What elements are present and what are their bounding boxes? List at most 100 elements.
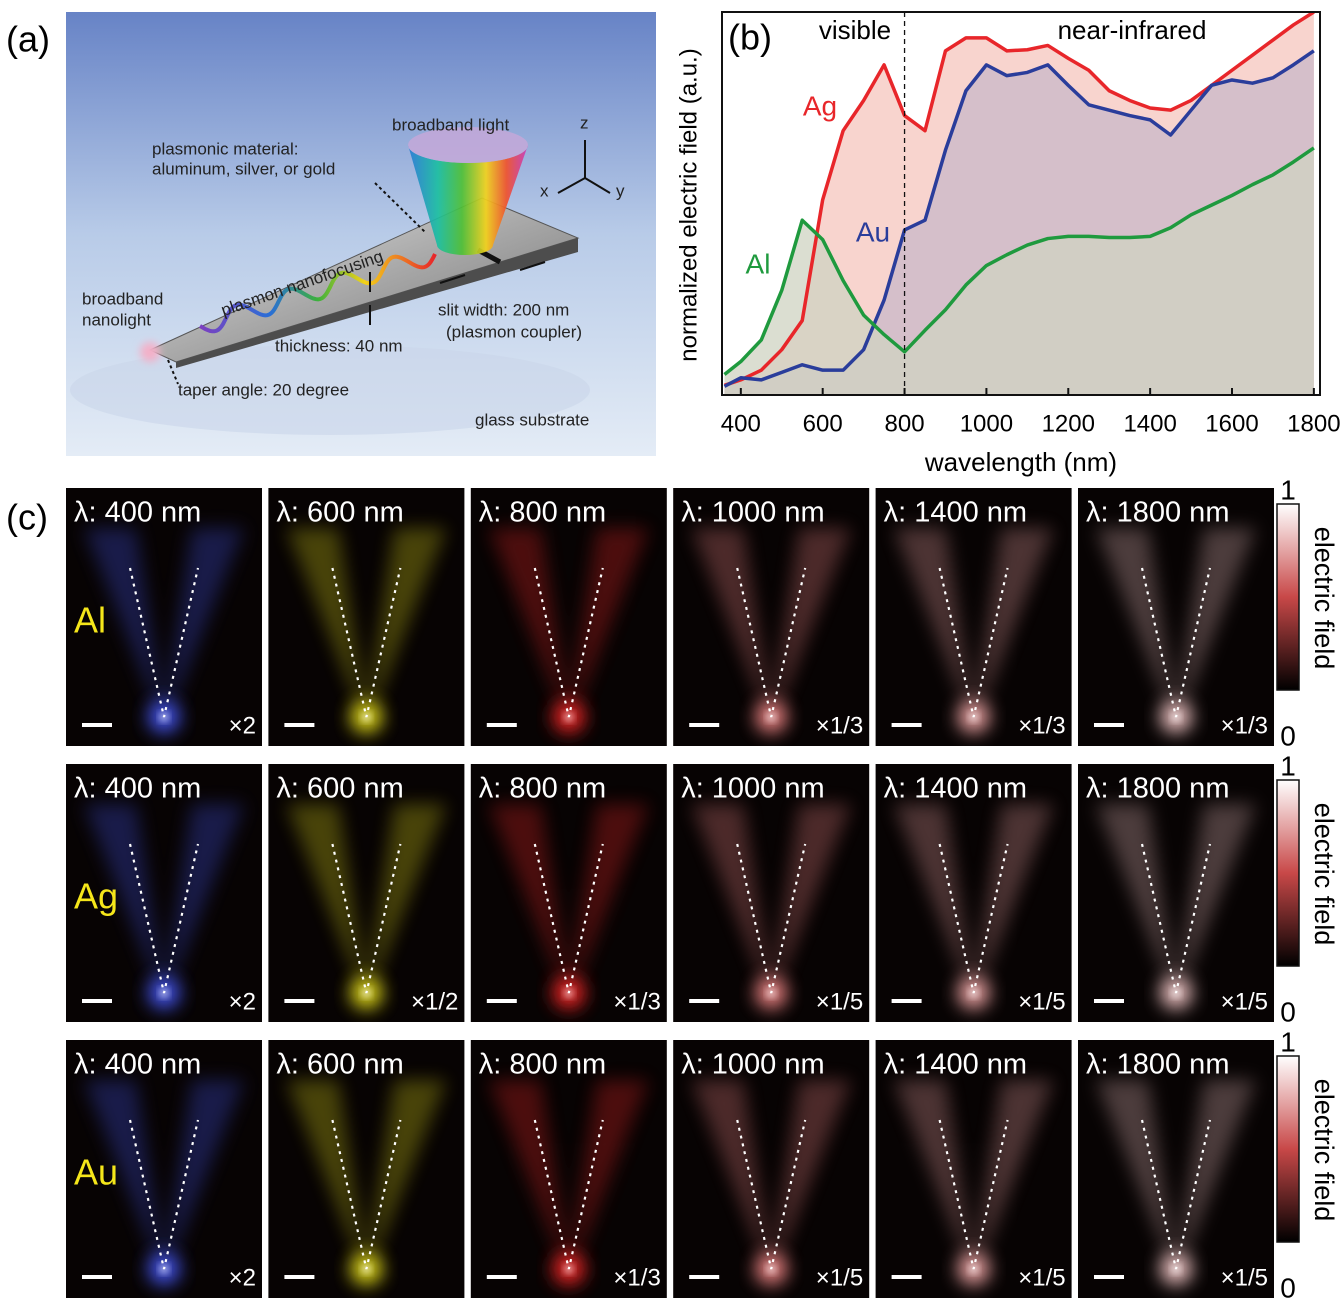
light-cone bbox=[408, 145, 528, 255]
annotation: near-infrared bbox=[1058, 15, 1207, 45]
colorbar-tick-label: 0 bbox=[1280, 720, 1296, 751]
field-map: λ: 1000 nm ×1/3 bbox=[673, 488, 870, 746]
annotation: aluminum, silver, or gold bbox=[152, 159, 335, 178]
tip-outline bbox=[331, 567, 402, 718]
row-label: Au bbox=[74, 1152, 118, 1193]
substrate bbox=[70, 345, 590, 435]
row-label: Ag bbox=[74, 876, 118, 917]
scale-factor: ×1/3 bbox=[613, 1264, 660, 1291]
scale-bar bbox=[891, 723, 922, 727]
colorbar bbox=[1276, 1055, 1300, 1243]
wavelength-label: λ: 1000 nm bbox=[681, 497, 824, 529]
cone-top bbox=[408, 127, 528, 163]
scale-bar bbox=[486, 1275, 517, 1279]
scale-factor: ×2 bbox=[229, 1264, 256, 1291]
tip-outline bbox=[331, 843, 402, 994]
x-tick-label: 1400 bbox=[1123, 410, 1176, 437]
annotation: taper angle: 20 degree bbox=[178, 380, 349, 399]
scale-factor: ×1/3 bbox=[1018, 712, 1065, 739]
x-tick-label: 800 bbox=[885, 410, 925, 437]
edge-glow bbox=[893, 1080, 1054, 1279]
scale-bar bbox=[486, 723, 517, 727]
scale-factor: ×1/3 bbox=[1221, 712, 1268, 739]
tip-outline bbox=[128, 843, 200, 994]
edge-glow bbox=[1096, 528, 1256, 727]
scale-bar bbox=[1094, 1275, 1124, 1279]
field-map: λ: 1800 nm ×1/3 bbox=[1078, 488, 1274, 746]
map-content bbox=[286, 804, 447, 1009]
field-map: λ: 1800 nm ×1/5 bbox=[1078, 764, 1274, 1022]
wavelength-label: λ: 600 nm bbox=[276, 773, 403, 805]
scale-bar bbox=[689, 999, 720, 1003]
scale-factor: ×2 bbox=[229, 712, 256, 739]
map-content bbox=[286, 528, 447, 733]
scale-bar bbox=[82, 1275, 112, 1279]
map-content bbox=[84, 528, 244, 733]
annotation: broadband light bbox=[392, 115, 509, 134]
field-map: λ: 1400 nm ×1/5 bbox=[875, 1040, 1072, 1298]
scale-factor: ×1/5 bbox=[1018, 1264, 1065, 1291]
annotation: thickness: 40 nm bbox=[275, 336, 403, 355]
tip-outline bbox=[1140, 843, 1212, 994]
coordinate-axes bbox=[167, 140, 611, 385]
edge-glow bbox=[84, 804, 244, 1003]
map-content bbox=[84, 804, 244, 1009]
scale-factor: ×1/3 bbox=[613, 988, 660, 1015]
row-label: Al bbox=[74, 600, 106, 641]
annotation: nanolight bbox=[82, 310, 151, 329]
colorbar-label: electric field bbox=[1309, 1079, 1339, 1222]
field-map: λ: 800 nm ×1/3 bbox=[470, 1040, 667, 1298]
scale-factor: ×1/5 bbox=[816, 988, 863, 1015]
map-content bbox=[691, 528, 852, 733]
annotation: x bbox=[540, 181, 549, 200]
field-map: λ: 400 nm ×2 Al bbox=[66, 488, 262, 746]
colorbar-label: electric field bbox=[1309, 527, 1339, 670]
wavelength-label: λ: 600 nm bbox=[276, 497, 403, 529]
field-map: λ: 600 nm bbox=[268, 488, 465, 746]
scale-bar bbox=[1094, 723, 1124, 727]
map-content bbox=[893, 528, 1054, 733]
edge-glow bbox=[691, 804, 852, 1003]
wavelength-label: λ: 1800 nm bbox=[1086, 497, 1229, 529]
wavelength-label: λ: 1800 nm bbox=[1086, 773, 1229, 805]
scale-bar bbox=[891, 1275, 922, 1279]
scale-bar bbox=[284, 723, 315, 727]
tip-outline bbox=[1140, 1119, 1212, 1270]
tip-outline bbox=[128, 567, 200, 718]
map-content bbox=[691, 804, 852, 1009]
annotation: z bbox=[580, 113, 589, 132]
panel-label: (b) bbox=[728, 17, 772, 58]
map-content bbox=[488, 1080, 649, 1285]
tip-outline bbox=[736, 1119, 807, 1270]
x-tick-label: 1000 bbox=[960, 410, 1013, 437]
annotation: (plasmon coupler) bbox=[446, 322, 582, 341]
plot-frame bbox=[721, 11, 1321, 396]
panel-label: (a) bbox=[6, 19, 50, 60]
tip-outline bbox=[331, 1119, 402, 1270]
map-content bbox=[1096, 1080, 1256, 1285]
x-tick-label: 400 bbox=[721, 410, 761, 437]
colorbar-tick-label: 0 bbox=[1280, 996, 1296, 1027]
field-map: λ: 600 nm ×1/2 bbox=[268, 764, 465, 1022]
edge-glow bbox=[488, 804, 649, 1003]
map-content bbox=[286, 1080, 447, 1285]
field-map: λ: 400 nm ×2 Ag bbox=[66, 764, 262, 1022]
field-map: λ: 800 nm bbox=[470, 488, 667, 746]
scale-bar bbox=[689, 723, 720, 727]
panel-c: (c) λ: 400 nm ×2 Al λ: 600 nm λ: 800 nm λ: 100… bbox=[6, 474, 1339, 1299]
series-label: Au bbox=[856, 216, 890, 247]
wavelength-label: λ: 400 nm bbox=[74, 1049, 201, 1081]
scale-factor: ×2 bbox=[229, 988, 256, 1015]
y-axis-label: normalized electric field (a.u.) bbox=[675, 48, 702, 361]
x-tick-label: 1200 bbox=[1042, 410, 1095, 437]
field-map: λ: 400 nm ×2 Au bbox=[66, 1040, 262, 1298]
tip-outline bbox=[533, 1119, 604, 1270]
tip-outline bbox=[533, 567, 604, 718]
field-map: λ: 1000 nm ×1/5 bbox=[673, 1040, 870, 1298]
wavelength-label: λ: 400 nm bbox=[74, 773, 201, 805]
panel-a: (a) broadband light plasmonic material:alu… bbox=[6, 12, 656, 456]
field-map: λ: 1400 nm ×1/3 bbox=[875, 488, 1072, 746]
edge-glow bbox=[84, 1080, 244, 1279]
scale-factor: ×1/5 bbox=[1221, 988, 1268, 1015]
series-label: Ag bbox=[803, 90, 837, 121]
